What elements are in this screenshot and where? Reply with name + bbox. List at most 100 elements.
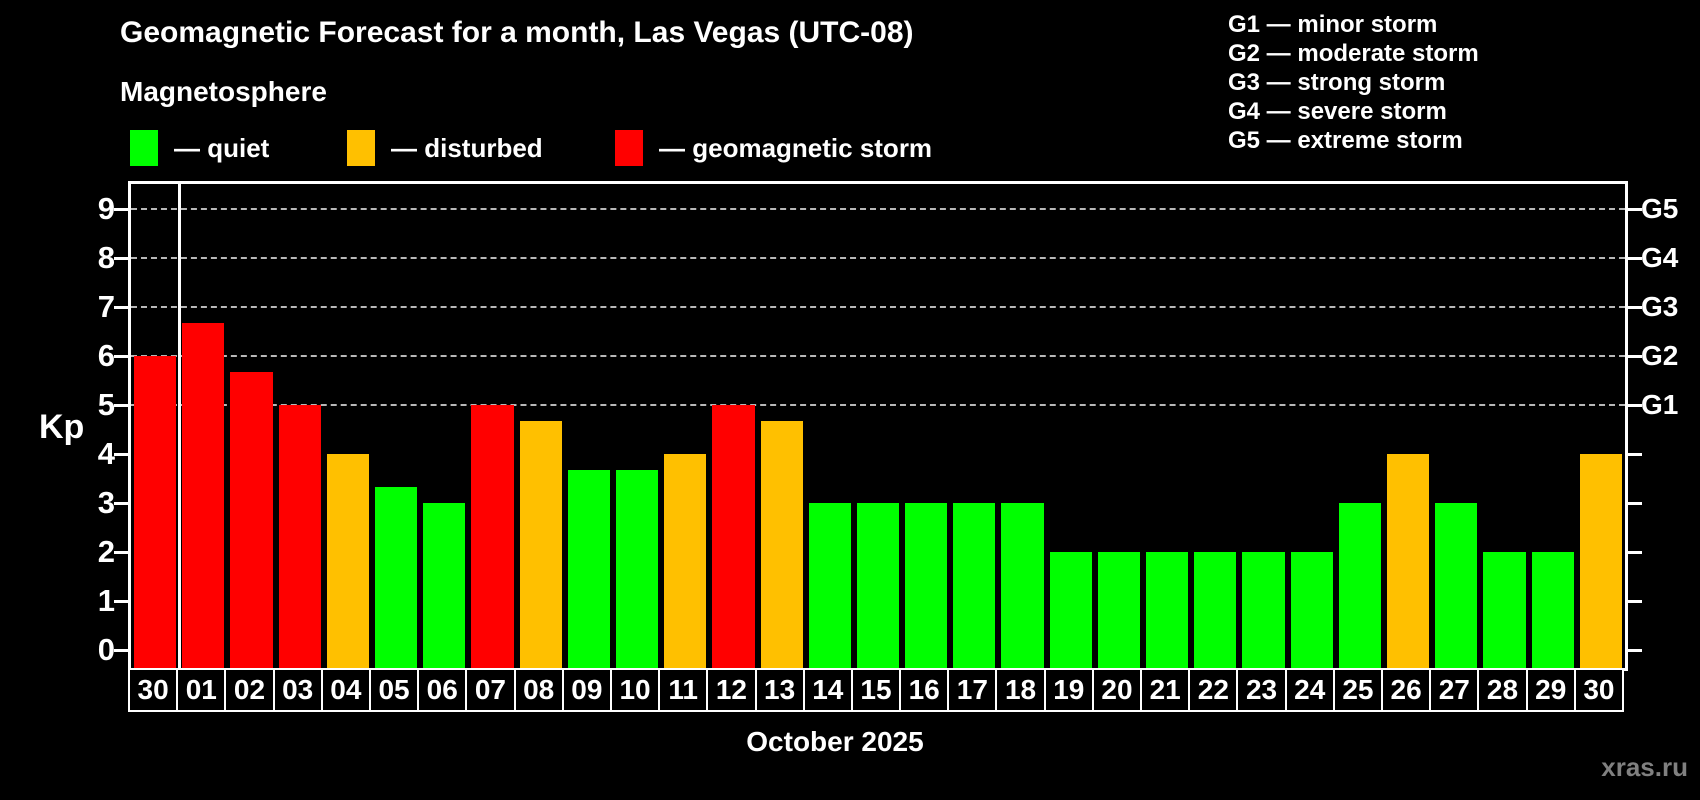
kp-bar xyxy=(1001,503,1044,668)
kp-bar xyxy=(615,470,659,668)
y-axis-tick-label: 7 xyxy=(97,289,115,324)
kp-bar xyxy=(953,503,996,668)
legend-item-label: — geomagnetic storm xyxy=(659,132,933,163)
kp-bar xyxy=(182,323,225,668)
day-label: 02 xyxy=(224,668,275,712)
kp-bar xyxy=(1049,552,1092,668)
kp-bar xyxy=(664,454,707,668)
day-label: 09 xyxy=(561,668,612,712)
kp-bar xyxy=(1435,503,1478,668)
g-scale-legend: G1 — minor storm G2 — moderate storm G3 — … xyxy=(1228,10,1479,155)
y-axis-tick-label: 1 xyxy=(97,583,115,618)
right-axis-label-g5: G5 xyxy=(1641,193,1679,224)
day-label: 24 xyxy=(1284,668,1335,712)
day-label: 19 xyxy=(1043,668,1094,712)
day-label: 05 xyxy=(368,668,420,712)
y-axis-tick-label: 6 xyxy=(97,338,115,373)
day-label: 30 xyxy=(1573,668,1624,712)
magnetosphere-label: Magnetosphere xyxy=(120,76,327,107)
kp-bar xyxy=(230,372,273,668)
day-label: 01 xyxy=(176,668,227,712)
day-label: 26 xyxy=(1381,668,1432,712)
y-axis-tick xyxy=(114,600,128,603)
x-axis-title: October 2025 xyxy=(746,726,924,757)
kp-bar xyxy=(1579,454,1622,668)
legend-item-label: — quiet xyxy=(174,132,270,163)
right-axis-tick xyxy=(1628,551,1642,554)
g-scale-item: G1 — minor storm xyxy=(1228,11,1438,38)
y-axis-tick xyxy=(114,257,128,260)
kp-bar xyxy=(1194,552,1237,668)
y-axis-tick-label: 0 xyxy=(97,632,115,667)
day-label: 16 xyxy=(899,668,950,712)
kp-bar xyxy=(278,405,321,668)
kp-bar xyxy=(1146,552,1189,668)
kp-bar xyxy=(1531,552,1574,668)
y-axis-tick-label: 9 xyxy=(97,191,115,226)
x-axis-day-labels: 30 01 02 03 04 05 06 07 08 09 10 11 12 13 14 15 16 17 18 19… xyxy=(128,668,1628,714)
kp-bar xyxy=(1387,454,1430,668)
day-label: 08 xyxy=(513,668,564,712)
watermark: xras.ru xyxy=(1601,752,1688,782)
right-axis-tick xyxy=(1628,453,1642,456)
day-label: 29 xyxy=(1525,668,1576,712)
y-axis-tick xyxy=(114,355,128,358)
y-axis-tick xyxy=(114,306,128,309)
kp-bar xyxy=(856,503,900,668)
y-axis-tick xyxy=(114,453,128,456)
g-scale-item: G5 — extreme storm xyxy=(1228,127,1463,154)
gridline-kp-6 xyxy=(131,355,1625,357)
kp-bar xyxy=(1242,552,1285,668)
legend-item-quiet: — quiet xyxy=(130,128,269,168)
day-label: 27 xyxy=(1429,668,1480,712)
gridline-kp-8 xyxy=(131,257,1625,259)
right-axis-tick xyxy=(1628,355,1642,358)
day-label: 22 xyxy=(1188,668,1239,712)
g-scale-item: G3 — strong storm xyxy=(1228,69,1446,96)
y-axis-tick xyxy=(114,208,128,211)
kp-bar xyxy=(567,470,610,668)
y-axis-tick-label: 4 xyxy=(97,436,115,471)
day-label: 03 xyxy=(272,668,323,712)
y-axis-tick xyxy=(114,649,128,652)
kp-bar xyxy=(808,503,851,668)
day-label: 07 xyxy=(465,668,516,712)
quiet-swatch xyxy=(130,130,158,166)
day-label: 06 xyxy=(417,668,468,712)
y-axis-tick xyxy=(114,404,128,407)
disturbed-swatch xyxy=(347,130,375,166)
right-axis-tick xyxy=(1628,649,1642,652)
day-label: 20 xyxy=(1091,668,1143,712)
y-axis-tick xyxy=(114,551,128,554)
right-axis-tick xyxy=(1628,502,1642,505)
right-axis-label-g1: G1 xyxy=(1641,389,1679,420)
kp-bar xyxy=(326,454,369,668)
right-axis-tick xyxy=(1628,257,1642,260)
plot-area: Kp 0 1 2 3 4 5 6 7 8 9 G1 G2 G3 G4 G5 xyxy=(39,181,1678,671)
kp-bar xyxy=(134,356,177,668)
g-scale-item: G2 — moderate storm xyxy=(1228,40,1479,67)
right-axis-tick xyxy=(1628,404,1642,407)
y-axis-tick-label: 8 xyxy=(97,240,115,275)
day-label: 15 xyxy=(850,668,902,712)
right-axis-tick xyxy=(1628,208,1642,211)
gridline-kp-7 xyxy=(131,306,1625,308)
legend-item-disturbed: — disturbed xyxy=(347,128,543,168)
kp-bar xyxy=(1290,552,1333,668)
kp-bar xyxy=(1483,552,1526,668)
day-label: 11 xyxy=(658,668,709,712)
day-label: 14 xyxy=(802,668,853,712)
day-label: 10 xyxy=(609,668,661,712)
gridline-kp-9 xyxy=(131,208,1625,210)
day-label: 23 xyxy=(1236,668,1287,712)
legend-item-storm: — geomagnetic storm xyxy=(615,128,932,168)
day-label: 17 xyxy=(947,668,998,712)
legend-item-label: — disturbed xyxy=(391,132,543,163)
kp-bar xyxy=(760,421,803,668)
right-axis-label-g4: G4 xyxy=(1641,242,1679,273)
right-axis-tick xyxy=(1628,600,1642,603)
y-axis-tick-label: 3 xyxy=(97,485,115,520)
kp-bar xyxy=(1338,503,1382,668)
day-label: 12 xyxy=(706,668,757,712)
day-label: 13 xyxy=(754,668,805,712)
